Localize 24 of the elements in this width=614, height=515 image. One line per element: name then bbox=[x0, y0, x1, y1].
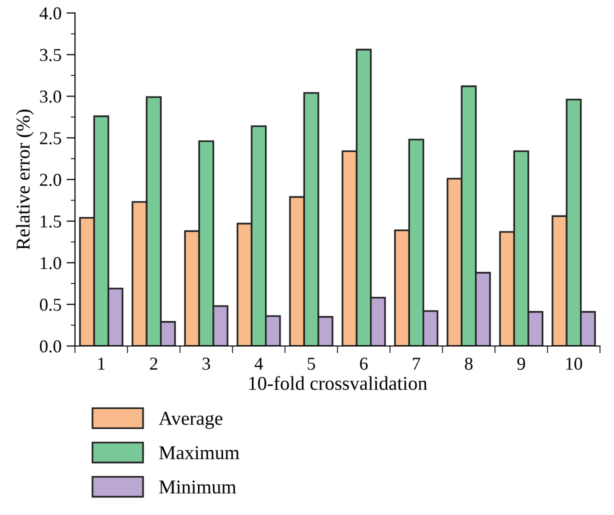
y-tick-label: 0.5 bbox=[40, 298, 62, 311]
x-tick-label: 10 bbox=[566, 358, 582, 370]
legend-label: Average bbox=[158, 412, 222, 429]
x-tick-label: 4 bbox=[254, 358, 263, 370]
y-tick-label: 1.0 bbox=[40, 257, 62, 270]
y-tick-label: 0.0 bbox=[40, 340, 62, 353]
x-tick-label: 9 bbox=[517, 358, 526, 370]
x-tick-label: 1 bbox=[98, 358, 105, 370]
x-axis-title: 10-fold crossvalidation bbox=[249, 376, 428, 390]
y-tick-label: 2.5 bbox=[40, 132, 62, 144]
x-tick-label: 3 bbox=[202, 358, 210, 370]
y-tick-label: 1.5 bbox=[40, 215, 62, 228]
x-tick-label: 8 bbox=[464, 358, 473, 370]
x-tick-label: 6 bbox=[360, 358, 368, 370]
x-tick-label: 2 bbox=[150, 358, 158, 370]
y-axis-title: Relative error (%) bbox=[16, 110, 34, 250]
y-tick-label: 3.5 bbox=[40, 48, 62, 62]
y-tick-label: 2.0 bbox=[40, 174, 62, 186]
legend-label: Minimum bbox=[159, 480, 236, 494]
x-tick-label: 5 bbox=[308, 358, 316, 370]
y-tick-label: 4.0 bbox=[40, 7, 62, 20]
y-tick-label: 3.0 bbox=[40, 90, 62, 103]
legend-label: Maximum bbox=[159, 446, 240, 460]
x-tick-label: 7 bbox=[412, 358, 420, 370]
